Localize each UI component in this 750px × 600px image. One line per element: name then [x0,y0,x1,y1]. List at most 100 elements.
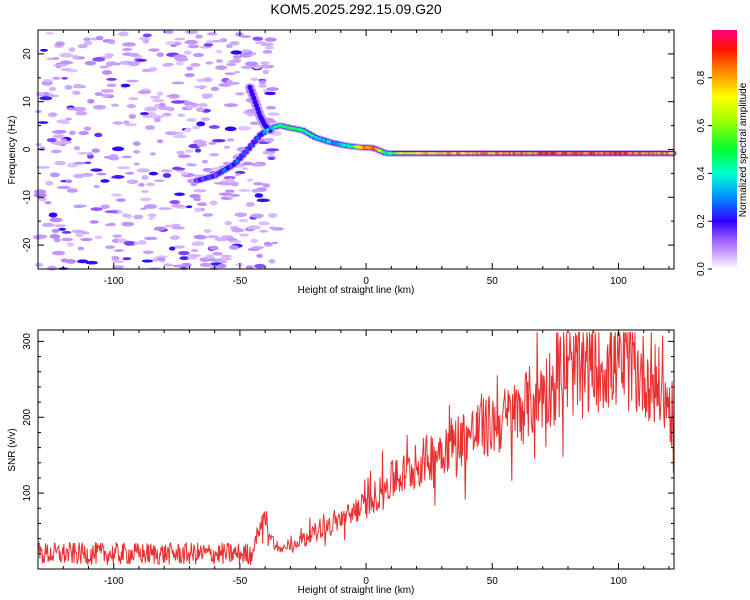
spectrogram-speckle [173,245,186,249]
spectrogram-speckle [73,173,85,179]
spectrogram-speckle [93,184,100,189]
spectrogram-speckle [263,241,272,246]
spectrogram-speckle [234,212,248,218]
spectrogram-speckle [149,95,161,100]
spectrogram-speckle [36,166,50,169]
spectrogram-speckle [193,85,208,89]
spectrogram-speckle [240,35,252,38]
spectrogram-signal [192,83,677,185]
spectrogram-speckle [106,77,117,81]
spectrogram-speckle [110,193,122,197]
spectrogram-speckle [94,92,103,96]
spectrogram-speckle [224,72,236,76]
spectrogram-speckle [226,138,235,142]
spectrogram-speckle [94,132,103,138]
spectrogram-speckle [48,212,58,218]
spectrogram-speckle [205,61,214,65]
spectrogram-speckle [230,50,243,55]
spectrogram-speckle [73,161,87,165]
spectrogram-speckle [263,137,275,143]
spectrogram-speckle [262,183,271,188]
spectrogram-x-tick-label: -100 [104,276,124,287]
spectrogram-speckle [52,134,66,139]
spectrogram-speckle [206,235,219,239]
spectrogram-speckle [262,69,270,75]
spectrogram-speckle [72,90,81,96]
spectrogram-speckle [136,168,151,173]
spectrogram-speckle [110,103,119,107]
spectrogram-speckle [192,125,201,130]
spectrogram-x-tick-label: 100 [610,276,627,287]
spectrogram-speckle [198,103,208,107]
spectrogram-speckle [138,182,145,187]
spectrogram-speckle [184,128,192,133]
spectrogram-speckle [258,221,270,226]
spectrogram-speckle [223,176,236,180]
spectrogram-speckle [89,220,99,224]
spectrogram-speckle [152,98,165,103]
colorbar-gradient [712,30,737,269]
spectrogram-speckle [187,163,197,167]
snr-frame [37,329,675,570]
spectrogram-speckle [254,193,264,198]
colorbar-tick-label: 0.2 [696,214,707,228]
spectrogram-speckle [271,241,279,245]
spectrogram-ridge-core [251,141,256,145]
spectrogram-speckle [112,121,124,125]
spectrogram-speckle [59,61,74,65]
spectrogram-speckle [205,40,214,44]
spectrogram-speckle [46,138,57,143]
spectrogram-speckle [137,90,152,95]
spectrogram-speckle [148,217,155,221]
spectrogram-speckle [163,263,174,267]
spectrogram-speckle [122,213,130,218]
spectrogram-speckle [112,234,123,238]
spectrogram-speckle [245,202,255,207]
spectrogram-speckle [208,125,220,129]
spectrogram-speckle [91,148,100,153]
spectrogram-speckle [99,65,109,69]
spectrogram-x-tick-label: 50 [487,276,499,287]
spectrogram-speckle [224,189,235,193]
spectrogram-speckle [148,48,160,52]
spectrogram-speckle [171,226,186,230]
spectrogram-speckle [85,260,98,265]
spectrogram-speckle [50,149,62,154]
spectrogram-speckle [166,94,178,98]
spectrogram-speckle [33,189,47,195]
spectrogram-speckle [111,260,125,264]
spectrogram-speckle [174,192,186,197]
spectrogram-speckle [68,47,76,53]
spectrogram-speckle [187,44,200,49]
spectrogram-speckle [140,207,147,211]
spectrogram-speckle [201,93,214,99]
spectrogram-speckle [139,111,149,116]
spectrogram-ridge-core [253,138,258,143]
colorbar-tick-label: 0.0 [696,262,707,276]
spectrogram-speckle [259,61,271,65]
spectrogram-speckle [189,194,201,199]
spectrogram-speckle [195,107,205,113]
spectrogram-ridge-core [239,154,244,159]
spectrogram-speckle [120,83,131,88]
spectrogram-speckle [195,34,203,39]
colorbar-tick-label: 0.8 [696,70,707,84]
spectrogram-ridge-core [255,136,260,140]
spectrogram-speckle [246,178,254,182]
spectrogram-speckle [45,180,54,186]
spectrogram-speckle [193,52,204,58]
spectrogram-speckle [230,58,242,63]
spectrogram-speckle [133,214,144,220]
spectrogram-speckle [64,84,73,90]
spectrogram-speckle [84,161,92,165]
spectrogram-speckle [72,55,80,60]
spectrogram-speckle [83,40,93,46]
spectrogram-speckle [66,188,78,193]
spectrogram-speckle [258,80,267,85]
spectrogram-speckle [104,223,116,227]
snr-x-tick-label: 50 [487,576,499,587]
spectrogram-speckle [181,262,192,267]
spectrogram-speckle [209,245,219,251]
spectrogram-ridge-core [233,161,237,166]
spectrogram-speckle [175,131,184,135]
